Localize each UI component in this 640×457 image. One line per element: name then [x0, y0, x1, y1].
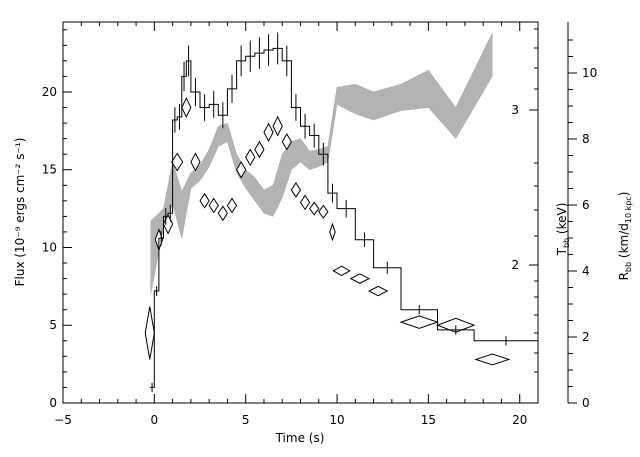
y-tick-label: 15: [42, 163, 57, 177]
radius-axis-label: Rbb (km/d10 kpc): [617, 192, 633, 281]
radius-diamond: [235, 160, 247, 179]
radius-tick-label: 4: [582, 264, 590, 278]
radius-diamond: [144, 306, 155, 360]
radius-diamond: [199, 192, 210, 209]
radius-diamond: [309, 201, 320, 216]
plot-frame: [62, 21, 539, 404]
x-tick-label: 15: [421, 413, 436, 427]
radius-tick-label: 2: [582, 330, 590, 344]
axes-layer: −5 0 5 10 15 20 0 5 10 15 20 2 3 0 2 4 6 8 10: [42, 22, 597, 427]
radius-diamond: [399, 315, 440, 329]
temp-tick-label: 3: [511, 103, 519, 117]
y-axis-label: Flux (10⁻⁹ ergs cm⁻² s⁻¹): [13, 138, 27, 287]
y-tick-label: 0: [49, 396, 57, 410]
x-tick-label: −5: [54, 413, 72, 427]
radius-diamond: [171, 152, 184, 172]
radius-diamond: [217, 205, 229, 222]
radius-diamond: [208, 197, 219, 214]
radius-diamond: [272, 115, 283, 137]
x-tick-label: 20: [512, 413, 527, 427]
radius-diamond: [226, 197, 238, 214]
radius-diamond: [349, 273, 371, 284]
y-tick-label: 10: [42, 240, 57, 254]
x-tick-label: 0: [151, 413, 159, 427]
temperature-band: [150, 32, 493, 295]
radius-diamond: [474, 353, 511, 366]
y-tick-label: 5: [49, 318, 57, 332]
radius-diamond: [290, 182, 302, 198]
y-tick-label: 20: [42, 85, 57, 99]
radius-diamond: [245, 148, 256, 167]
radius-diamond: [332, 265, 351, 277]
x-tick-label: 10: [329, 413, 344, 427]
radius-diamond: [190, 152, 201, 172]
temp-tick-label: 2: [511, 258, 519, 272]
radius-diamond: [318, 204, 329, 219]
x-tick-label: 5: [242, 413, 250, 427]
temperature-axis-label: Tbb (keV): [555, 203, 571, 257]
x-axis-label: Time (s): [275, 431, 325, 445]
radius-diamond: [367, 285, 389, 297]
radius-tick-label: 10: [582, 66, 597, 80]
radius-diamond: [281, 132, 292, 151]
radius-tick-label: 6: [582, 198, 590, 212]
radius-diamond: [299, 194, 311, 211]
radius-diamond: [263, 122, 274, 143]
flux-histogram-layer: [149, 32, 538, 393]
radius-diamond: [181, 97, 192, 118]
temperature-band-layer: [150, 32, 493, 295]
radius-diamond-layer: [144, 97, 511, 366]
radius-diamond: [329, 222, 336, 242]
radius-tick-label: 8: [582, 132, 590, 146]
radius-tick-label: 0: [582, 396, 590, 410]
radius-diamond: [254, 140, 265, 159]
